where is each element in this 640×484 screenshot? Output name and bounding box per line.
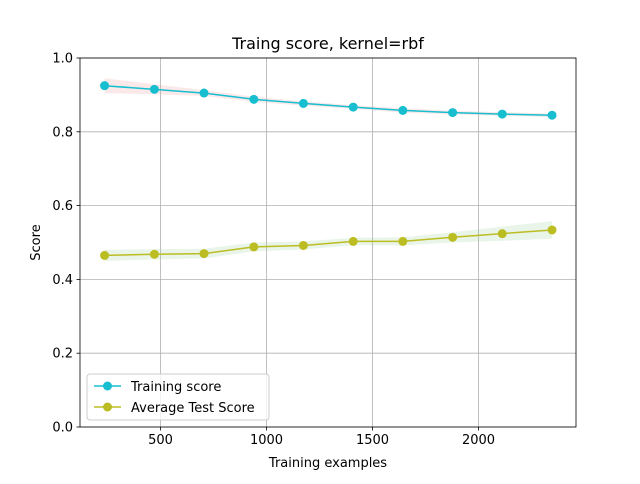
data-point-1	[547, 225, 557, 235]
y-axis-label: Score	[29, 224, 44, 260]
data-point-0	[398, 105, 408, 115]
data-point-1	[348, 236, 358, 246]
confidence-bands	[104, 78, 552, 261]
y-tick-label: 0.8	[52, 125, 73, 140]
data-point-0	[249, 94, 259, 104]
x-tick-label: 1500	[356, 433, 389, 448]
series-line-0	[104, 84, 553, 116]
legend-box	[86, 373, 270, 421]
legend-marker-test	[103, 402, 112, 412]
data-point-0	[149, 84, 159, 94]
chart-title: Traing score, kernel=rbf	[231, 34, 424, 53]
x-tick-label: 500	[148, 433, 173, 448]
confidence-band-1	[104, 221, 552, 261]
legend: Training score Average Test Score	[86, 373, 270, 421]
x-axis-ticks: 500 1000 1500 2000	[148, 427, 495, 448]
y-tick-label: 0.0	[52, 421, 73, 436]
data-point-1	[199, 249, 209, 259]
confidence-band-0	[104, 78, 552, 117]
y-tick-label: 0.6	[52, 199, 73, 214]
data-point-0	[497, 109, 507, 119]
x-tick-label: 1000	[250, 433, 283, 448]
y-axis-ticks: 0.0 0.2 0.4 0.6 0.8 1.0	[52, 52, 80, 436]
legend-marker-training	[103, 381, 112, 391]
x-tick-label: 2000	[462, 433, 495, 448]
y-tick-label: 0.4	[52, 273, 73, 288]
legend-label-test: Average Test Score	[131, 401, 255, 416]
data-point-0	[298, 98, 308, 108]
data-point-1	[100, 250, 110, 260]
data-point-0	[199, 88, 209, 98]
y-tick-label: 1.0	[52, 52, 73, 67]
data-point-1	[149, 249, 159, 259]
data-point-1	[497, 229, 507, 239]
series-line-1	[104, 229, 553, 257]
plot-frame	[79, 57, 577, 428]
data-point-1	[298, 240, 308, 250]
x-axis-label: Training examples	[268, 456, 387, 471]
data-point-1	[448, 232, 458, 242]
y-tick-label: 0.2	[52, 347, 73, 362]
data-point-1	[398, 236, 408, 246]
data-point-0	[348, 102, 358, 112]
legend-label-training: Training score	[130, 380, 221, 395]
data-point-0	[100, 81, 110, 91]
data-point-0	[448, 108, 458, 118]
series-lines	[100, 81, 557, 260]
data-point-1	[249, 242, 259, 252]
data-point-0	[547, 110, 557, 120]
